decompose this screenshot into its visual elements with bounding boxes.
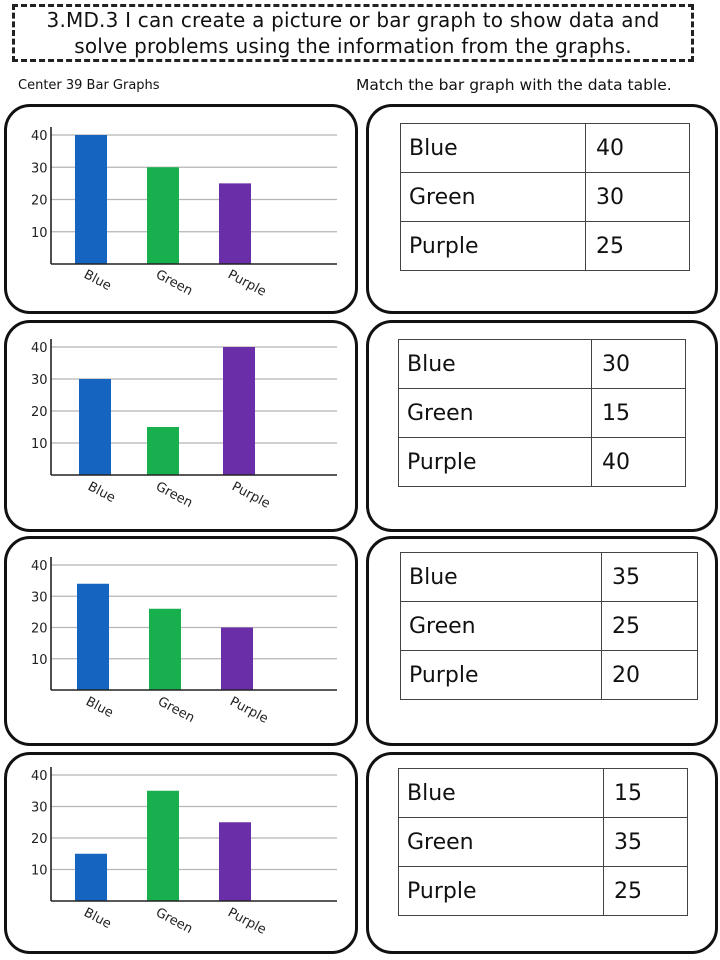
x-category-label: Green [155,694,197,726]
instructions: Match the bar graph with the data table. [356,76,672,94]
table-row: Blue 15 [398,768,688,818]
data-table-3: Blue 35 Green 25 Purple 20 [400,552,698,700]
table-value-cell: 30 [585,172,690,222]
table-row: Green 30 [400,172,690,222]
x-category-label: Purple [225,905,268,938]
table-row: Green 15 [398,388,686,438]
table-label-cell: Green [398,817,604,867]
table-row: Purple 25 [398,866,688,916]
graph-panel-4: 10 20 30 40 Blue Green Purple [4,752,358,954]
graph-panel-3: 10 20 30 40 Blue Green Purple [4,536,358,746]
y-tick-label: 10 [31,864,48,879]
y-tick-label: 40 [31,129,48,144]
bar-green [147,167,179,264]
x-category-label: Purple [229,479,272,512]
bar-blue [77,583,109,690]
y-tick-label: 20 [31,832,48,847]
table-value-cell: 25 [601,601,698,651]
bar-blue [79,379,111,475]
table-value-cell: 30 [591,339,686,389]
table-row: Purple 20 [400,650,698,700]
bar-graph-3: 10 20 30 40 Blue Green Purple [31,557,337,727]
table-row: Purple 40 [398,437,686,487]
y-tick-label: 20 [31,194,48,209]
table-panel-2: Blue 30 Green 15 Purple 40 [366,320,718,532]
bar-purple [219,822,251,901]
table-row: Blue 35 [400,552,698,602]
bar-purple [221,627,253,690]
x-category-label: Purple [227,694,270,727]
learning-target-box: 3.MD.3 I can create a picture or bar gra… [12,4,694,62]
bar-graph-2: 10 20 30 40 Blue Green Purple [31,339,337,512]
y-tick-label: 40 [31,341,48,356]
x-category-label: Green [153,267,195,299]
table-label-cell: Purple [400,650,602,700]
table-label-cell: Blue [400,552,602,602]
bar-purple [223,347,255,475]
table-label-cell: Green [398,388,592,438]
x-category-label: Green [153,905,195,937]
x-category-label: Blue [81,905,113,932]
y-tick-label: 20 [31,622,48,637]
table-label-cell: Purple [400,221,586,271]
table-label-cell: Green [400,172,586,222]
data-table-4: Blue 15 Green 35 Purple 25 [398,768,688,916]
y-tick-label: 30 [31,161,48,176]
table-row: Blue 40 [400,123,690,173]
table-value-cell: 35 [603,817,688,867]
table-panel-1: Blue 40 Green 30 Purple 25 [366,104,718,314]
data-table-1: Blue 40 Green 30 Purple 25 [400,123,690,271]
table-panel-4: Blue 15 Green 35 Purple 25 [366,752,718,954]
center-title: Center 39 Bar Graphs [18,78,160,93]
y-tick-label: 40 [31,559,48,574]
bar-blue [75,853,107,901]
table-row: Purple 25 [400,221,690,271]
y-tick-label: 10 [31,437,48,452]
y-tick-label: 30 [31,590,48,605]
table-value-cell: 15 [603,768,688,818]
table-value-cell: 25 [603,866,688,916]
bar-graph-1: 10 20 30 40 Blue Green Purple [31,127,337,300]
table-label-cell: Green [400,601,602,651]
table-value-cell: 40 [591,437,686,487]
table-value-cell: 20 [601,650,698,700]
table-row: Green 25 [400,601,698,651]
bar-green [147,427,179,475]
table-value-cell: 35 [601,552,698,602]
y-tick-label: 30 [31,373,48,388]
table-label-cell: Blue [398,339,592,389]
bar-graph-4: 10 20 30 40 Blue Green Purple [31,767,337,938]
graph-panel-2: 10 20 30 40 Blue Green Purple [4,320,358,532]
table-value-cell: 15 [591,388,686,438]
graph-panel-1: 10 20 30 40 Blue Green Purple [4,104,358,314]
table-panel-3: Blue 35 Green 25 Purple 20 [366,536,718,746]
bar-green [147,790,179,901]
y-tick-label: 30 [31,801,48,816]
table-label-cell: Blue [400,123,586,173]
x-category-label: Green [153,479,195,511]
y-tick-label: 10 [31,653,48,668]
x-category-label: Blue [83,694,115,721]
table-row: Blue 30 [398,339,686,389]
learning-target-line-1: 3.MD.3 I can create a picture or bar gra… [46,8,660,32]
bar-green [149,608,181,690]
table-label-cell: Purple [398,866,604,916]
bar-purple [219,183,251,264]
y-tick-label: 10 [31,226,48,241]
bar-blue [75,135,107,264]
learning-target-line-2: solve problems using the information fro… [74,34,632,58]
table-value-cell: 40 [585,123,690,173]
y-tick-label: 40 [31,769,48,784]
x-category-label: Purple [225,267,268,300]
x-category-label: Blue [85,479,117,506]
x-category-label: Blue [81,267,113,294]
table-row: Green 35 [398,817,688,867]
table-value-cell: 25 [585,221,690,271]
table-label-cell: Purple [398,437,592,487]
table-label-cell: Blue [398,768,604,818]
data-table-2: Blue 30 Green 15 Purple 40 [398,339,686,487]
y-tick-label: 20 [31,405,48,420]
